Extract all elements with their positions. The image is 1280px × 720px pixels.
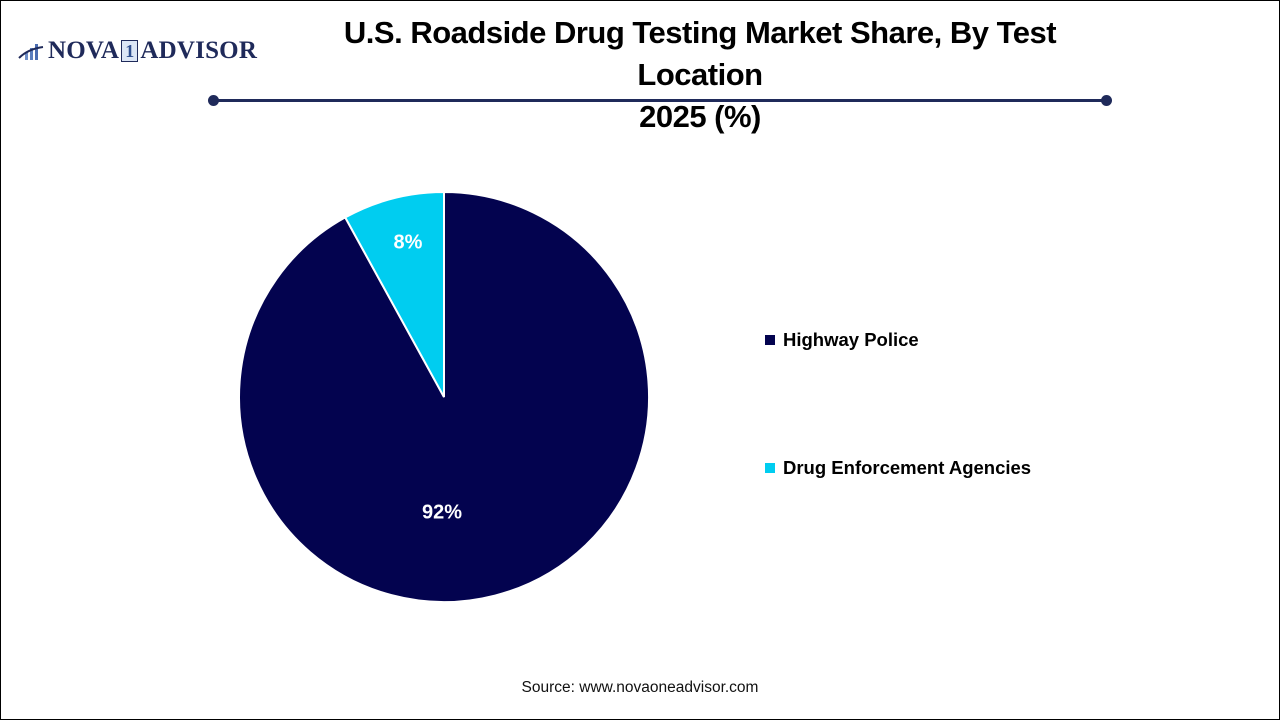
logo-text-nova: NOVA xyxy=(48,37,120,64)
chart-title-line2: 2025 (%) xyxy=(639,99,761,134)
legend-label-highway-police: Highway Police xyxy=(783,329,919,350)
bar-chart-swoosh-icon xyxy=(18,44,44,60)
slice-label-drug-enforcement-agencies: 8% xyxy=(393,231,423,254)
legend-item-drug-enforcement-agencies[interactable]: Drug Enforcement Agencies xyxy=(765,457,1031,479)
slice-label-highway-police: 92% xyxy=(421,501,463,524)
logo-number-one: 1 xyxy=(121,40,139,62)
legend-swatch-highway-police xyxy=(765,335,775,345)
pie-slice-drug-enforcement-agencies[interactable] xyxy=(343,190,445,398)
legend-swatch-drug-enforcement-agencies xyxy=(765,463,775,473)
chart-title: U.S. Roadside Drug Testing Market Share,… xyxy=(290,12,1110,138)
title-underline xyxy=(213,99,1107,102)
logo-text-advisor: ADVISOR xyxy=(140,37,258,64)
title-underline-right-dot xyxy=(1101,95,1112,106)
chart-title-line1: U.S. Roadside Drug Testing Market Share,… xyxy=(343,15,1057,92)
source-note: Source: www.novaoneadvisor.com xyxy=(521,679,759,696)
legend-label-drug-enforcement-agencies: Drug Enforcement Agencies xyxy=(783,457,1032,478)
nova-one-advisor-logo: NOVA 1 ADVISOR xyxy=(18,36,257,66)
title-underline-left-dot xyxy=(208,95,219,106)
legend-item-highway-police[interactable]: Highway Police xyxy=(765,329,919,351)
